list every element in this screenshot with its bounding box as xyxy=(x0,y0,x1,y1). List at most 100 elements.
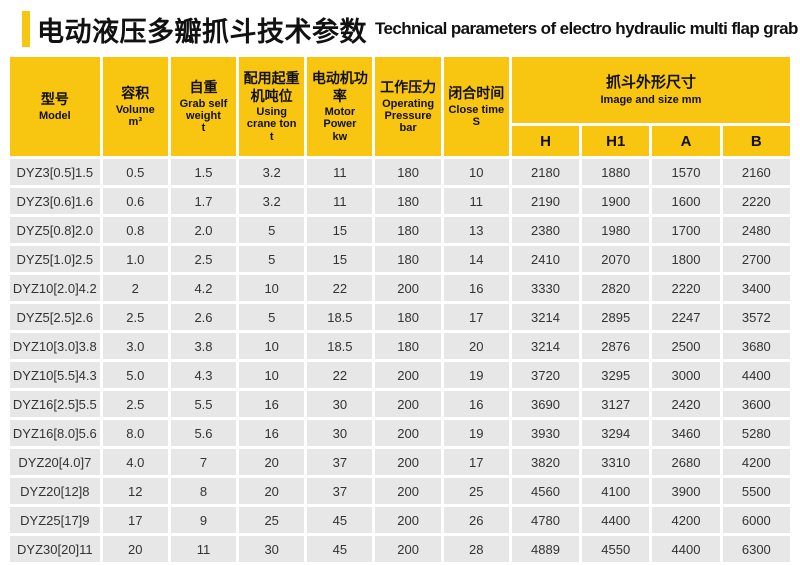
value-cell: 16 xyxy=(239,420,305,446)
value-cell: 2500 xyxy=(652,333,720,359)
value-cell: 11 xyxy=(170,536,237,562)
col-header-self-weight: 自重 Grab self weight t xyxy=(170,57,237,156)
value-cell: 30 xyxy=(239,536,305,562)
value-cell: 45 xyxy=(307,507,373,533)
table-row: DYZ16[2.5]5.5 2.5 5.5 16 30 200 16 3690 3127 2420… xyxy=(10,391,790,417)
spec-table: 型号 Model 容积 Volume m³ 自重 Grab self weigh… xyxy=(7,54,793,565)
value-cell: 25 xyxy=(239,507,305,533)
table-row: DYZ25[17]9 17 9 25 45 200 26 4780 4400 4200 6000 xyxy=(10,507,790,533)
col-header-pressure-unit: bar xyxy=(399,121,417,134)
value-cell: 4200 xyxy=(722,449,790,475)
value-cell: 2.5 xyxy=(102,391,168,417)
value-cell: 2.5 xyxy=(102,304,168,330)
value-cell: 2.5 xyxy=(170,246,237,272)
table-row: DYZ20[12]8 12 8 20 37 200 25 4560 4100 3900 5500 xyxy=(10,478,790,504)
col-header-volume: 容积 Volume m³ xyxy=(102,57,168,156)
table-row: DYZ30[20]11 20 11 30 45 200 28 4889 4550 4400 6300 xyxy=(10,536,790,562)
value-cell: 2 xyxy=(102,275,168,301)
value-cell: 20 xyxy=(102,536,168,562)
value-cell: 2070 xyxy=(582,246,650,272)
value-cell: 2700 xyxy=(722,246,790,272)
value-cell: 1.0 xyxy=(102,246,168,272)
value-cell: 2160 xyxy=(722,159,790,185)
col-header-self-weight-unit: t xyxy=(201,121,206,134)
col-header-model-en: Model xyxy=(38,109,71,122)
table-row: DYZ10[3.0]3.8 3.0 3.8 10 18.5 180 20 3214 2876 25… xyxy=(10,333,790,359)
value-cell: 3400 xyxy=(722,275,790,301)
value-cell: 15 xyxy=(307,217,373,243)
table-row: DYZ3[0.5]1.5 0.5 1.5 3.2 11 180 10 2180 1880 1570… xyxy=(10,159,790,185)
value-cell: 2680 xyxy=(652,449,720,475)
value-cell: 2410 xyxy=(511,246,580,272)
model-cell: DYZ16[8.0]5.6 xyxy=(10,420,100,446)
model-cell: DYZ20[4.0]7 xyxy=(10,449,100,475)
value-cell: 4.0 xyxy=(102,449,168,475)
value-cell: 37 xyxy=(307,449,373,475)
value-cell: 4.3 xyxy=(170,362,237,388)
value-cell: 22 xyxy=(307,275,373,301)
value-cell: 30 xyxy=(307,420,373,446)
table-body: DYZ3[0.5]1.5 0.5 1.5 3.2 11 180 10 2180 1880 1570… xyxy=(10,159,790,562)
value-cell: 1.7 xyxy=(170,188,237,214)
table-row: DYZ5[0.8]2.0 0.8 2.0 5 15 180 13 2380 1980 1700 24… xyxy=(10,217,790,243)
value-cell: 2420 xyxy=(652,391,720,417)
value-cell: 0.8 xyxy=(102,217,168,243)
col-header-pressure-en: Operating Pressure xyxy=(382,97,435,122)
value-cell: 2480 xyxy=(722,217,790,243)
value-cell: 0.6 xyxy=(102,188,168,214)
table-header: 型号 Model 容积 Volume m³ 自重 Grab self weigh… xyxy=(10,57,790,156)
value-cell: 2876 xyxy=(582,333,650,359)
value-cell: 3127 xyxy=(582,391,650,417)
value-cell: 4100 xyxy=(582,478,650,504)
value-cell: 200 xyxy=(375,275,441,301)
value-cell: 3.8 xyxy=(170,333,237,359)
value-cell: 180 xyxy=(375,304,441,330)
value-cell: 3930 xyxy=(511,420,580,446)
model-cell: DYZ3[0.5]1.5 xyxy=(10,159,100,185)
value-cell: 22 xyxy=(307,362,373,388)
table-row: DYZ3[0.6]1.6 0.6 1.7 3.2 11 180 11 2190 1900 1600… xyxy=(10,188,790,214)
col-header-close-time-zh: 闭合时间 xyxy=(448,85,505,102)
col-header-size-group-en: Image and size mm xyxy=(600,93,702,106)
col-header-volume-unit: m³ xyxy=(128,115,142,128)
value-cell: 18.5 xyxy=(307,333,373,359)
value-cell: 11 xyxy=(307,159,373,185)
col-header-crane-ton: 配用起重机吨位 Using crane ton t xyxy=(239,57,305,156)
value-cell: 10 xyxy=(239,275,305,301)
value-cell: 200 xyxy=(375,449,441,475)
value-cell: 4.2 xyxy=(170,275,237,301)
value-cell: 30 xyxy=(307,391,373,417)
value-cell: 14 xyxy=(443,246,509,272)
value-cell: 3310 xyxy=(582,449,650,475)
value-cell: 200 xyxy=(375,420,441,446)
page-title-zh: 电动液压多瓣抓斗技术参数 xyxy=(37,16,367,47)
page-title-en: Technical parameters of electro hydrauli… xyxy=(375,19,798,38)
col-header-motor-power-zh: 电动机功率 xyxy=(311,70,368,104)
value-cell: 8 xyxy=(170,478,237,504)
value-cell: 180 xyxy=(375,333,441,359)
value-cell: 26 xyxy=(443,507,509,533)
value-cell: 4200 xyxy=(652,507,720,533)
model-cell: DYZ5[0.8]2.0 xyxy=(10,217,100,243)
value-cell: 3460 xyxy=(652,420,720,446)
table-row: DYZ20[4.0]7 4.0 7 20 37 200 17 3820 3310 2680 4200 xyxy=(10,449,790,475)
value-cell: 5.5 xyxy=(170,391,237,417)
value-cell: 16 xyxy=(239,391,305,417)
col-header-pressure-zh: 工作压力 xyxy=(380,79,437,96)
value-cell: 20 xyxy=(239,449,305,475)
value-cell: 17 xyxy=(443,449,509,475)
col-header-crane-ton-unit: t xyxy=(269,130,274,143)
model-cell: DYZ25[17]9 xyxy=(10,507,100,533)
value-cell: 5.6 xyxy=(170,420,237,446)
value-cell: 19 xyxy=(443,420,509,446)
value-cell: 5 xyxy=(239,246,305,272)
col-header-size-group: 抓斗外形尺寸 Image and size mm xyxy=(511,57,790,123)
value-cell: 200 xyxy=(375,391,441,417)
page-header: 电动液压多瓣抓斗技术参数 Technical parameters of ele… xyxy=(0,0,800,52)
table-row: DYZ5[1.0]2.5 1.0 2.5 5 15 180 14 2410 2070 1800 27… xyxy=(10,246,790,272)
value-cell: 3690 xyxy=(511,391,580,417)
col-header-volume-en: Volume xyxy=(115,103,155,116)
value-cell: 28 xyxy=(443,536,509,562)
value-cell: 180 xyxy=(375,217,441,243)
value-cell: 2220 xyxy=(722,188,790,214)
